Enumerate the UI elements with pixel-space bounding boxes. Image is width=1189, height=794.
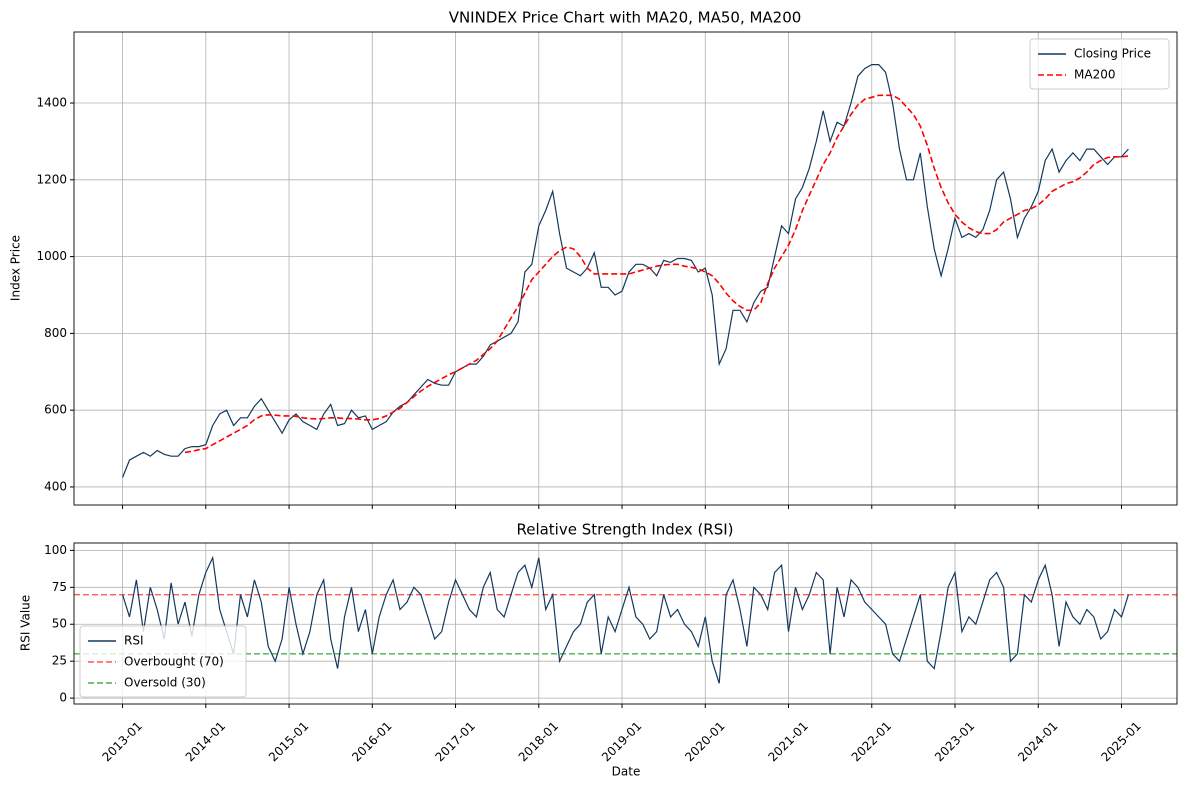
y-tick-label: 1200	[36, 172, 67, 186]
x-axis-label: Date	[612, 765, 641, 779]
legend-label: MA200	[1074, 68, 1115, 82]
y-tick-label: 1400	[36, 96, 67, 110]
data-line	[122, 555, 1129, 684]
y-tick-label: 1000	[36, 249, 67, 263]
y-tick-label: 800	[44, 326, 67, 340]
legend-label: Oversold (30)	[124, 676, 206, 690]
y-tick-label: 0	[59, 691, 67, 705]
data-line	[184, 94, 1129, 454]
data-line	[122, 63, 1129, 478]
y-axis-label: RSI Value	[19, 595, 33, 651]
chart-title: VNINDEX Price Chart with MA20, MA50, MA2…	[449, 9, 802, 27]
legend-box	[1029, 38, 1170, 90]
legend-label: Closing Price	[1074, 47, 1151, 61]
y-tick-label: 75	[52, 580, 67, 594]
y-tick-label: 50	[52, 617, 67, 631]
y-tick-label: 100	[44, 543, 67, 557]
legend-box	[79, 625, 247, 698]
y-tick-label: 600	[44, 403, 67, 417]
axes-frame	[73, 542, 1178, 705]
axes-frame	[73, 31, 1178, 506]
y-tick-label: 400	[44, 479, 67, 493]
y-tick-label: 25	[52, 654, 67, 668]
y-axis-label: Index Price	[9, 235, 23, 301]
chart-title: Relative Strength Index (RSI)	[516, 521, 733, 539]
legend-label: Overbought (70)	[124, 655, 224, 669]
legend-label: RSI	[124, 634, 144, 648]
